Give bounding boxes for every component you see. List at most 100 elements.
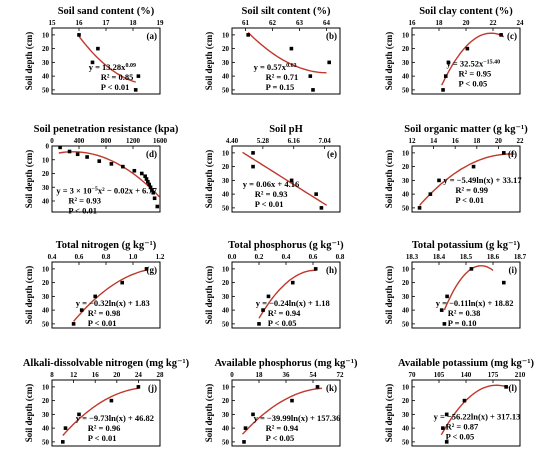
data-point [71, 322, 76, 326]
panel-title: Soil silt content (%) [242, 6, 331, 17]
data-point [90, 60, 95, 65]
panel-k: Available phosphorus (mg kg⁻¹) 0 18 36 54 72 1… [204, 358, 358, 447]
y-tick-label: 40 [222, 191, 230, 199]
p-value: P < 0.01 [68, 206, 97, 216]
p-value: P < 0.05 [459, 78, 488, 88]
x-tick-label: 4.40 [226, 137, 239, 145]
panel-title: Soil pH [269, 124, 303, 135]
data-point [61, 440, 65, 444]
data-point [462, 398, 467, 403]
data-point [257, 322, 261, 326]
p-value: P < 0.01 [88, 318, 117, 328]
x-tick-label: 0.2 [255, 253, 264, 261]
data-point [58, 145, 62, 150]
y-tick-label: 20 [222, 45, 230, 53]
fit-curve [441, 32, 505, 86]
r-squared: R² = 0.94 [266, 423, 299, 433]
y-tick-label: 20 [222, 279, 230, 287]
fit-curve [247, 32, 327, 74]
y-axis-label: Soil depth (cm) [384, 150, 394, 209]
fit-equation: y = −5.49ln(x) + 33.17 [443, 175, 522, 185]
y-tick-label: 30 [402, 293, 410, 301]
data-point [311, 88, 315, 92]
y-tick-label: 10 [222, 383, 230, 391]
data-point [120, 280, 124, 285]
y-tick-label: 50 [222, 438, 230, 446]
data-point [136, 385, 141, 389]
p-value: P < 0.05 [446, 432, 475, 442]
y-tick-label: 10 [222, 149, 230, 157]
x-tick-label: 70 [409, 371, 417, 379]
y-tick-label: 10 [402, 265, 410, 273]
data-point [246, 33, 250, 37]
x-tick-label: 6.16 [288, 137, 301, 145]
data-point [289, 178, 294, 183]
x-tick-label: 0.4 [48, 253, 57, 261]
x-tick-label: 0.4 [282, 253, 291, 261]
x-tick-label: 20 [113, 371, 121, 379]
y-tick-label: 20 [402, 163, 410, 171]
fit-curve [78, 35, 136, 83]
y-tick-label: 40 [402, 73, 410, 81]
fit-equation: y = −9.73ln(x) + 46.82 [76, 413, 154, 423]
y-tick-label: 50 [402, 320, 410, 328]
plot-frame [411, 145, 521, 213]
panel-title: Alkali-dissolvable nitrogen (mg kg⁻¹) [23, 358, 190, 369]
y-tick-label: 30 [42, 59, 50, 67]
y-tick-label: 40 [42, 307, 50, 315]
data-point [77, 33, 81, 37]
y-tick-label: 40 [222, 425, 230, 433]
x-tick-label: 22 [490, 19, 498, 27]
data-point [319, 206, 324, 210]
data-point [109, 398, 114, 403]
panel-label: (c) [507, 31, 517, 41]
r-squared: R² = 0.98 [88, 308, 121, 318]
x-tick-label: 8 [50, 371, 54, 379]
data-point [471, 164, 476, 169]
fit-equation: y = −39.99ln(x) + 157.36 [254, 413, 341, 423]
y-tick-label: 20 [402, 279, 410, 287]
data-point [109, 162, 114, 166]
fit-curve [62, 387, 139, 436]
y-axis-label: Soil depth (cm) [24, 266, 34, 325]
y-tick-label: 30 [402, 177, 410, 185]
plot-frame [51, 27, 161, 95]
x-tick-label: 16 [409, 19, 417, 27]
panel-title: Total potassium (g kg⁻¹) [412, 240, 521, 251]
r-squared: R² = 0.99 [455, 185, 488, 195]
data-point [151, 190, 156, 195]
y-tick-label: 20 [402, 397, 410, 405]
x-tick-label: 0.6 [309, 253, 318, 261]
x-tick-label: 17 [103, 19, 111, 27]
plot-frame [51, 145, 161, 213]
y-tick-label: 10 [222, 31, 230, 39]
data-point [314, 192, 318, 196]
data-point [502, 280, 506, 285]
y-tick-label: 40 [222, 73, 230, 81]
p-value: P < 0.01 [455, 195, 484, 205]
panel-j: Alkali-dissolvable nitrogen (mg kg⁻¹) 8 12… [23, 358, 190, 447]
data-point [242, 440, 246, 444]
x-tick-label: 18.6 [487, 253, 500, 261]
data-point [437, 178, 441, 183]
data-point [417, 206, 422, 210]
fit-equation: y = −56.22ln(x) + 317.13 [434, 412, 521, 422]
x-tick-label: 22 [517, 137, 525, 145]
x-tick-label: 16 [92, 371, 100, 379]
x-tick-label: 18 [436, 19, 444, 27]
x-tick-label: 28 [157, 371, 165, 379]
x-tick-label: 20 [463, 19, 471, 27]
data-point [63, 426, 68, 430]
data-point [251, 412, 255, 417]
y-tick-label: 30 [42, 184, 50, 192]
y-tick-label: 50 [42, 438, 50, 446]
y-tick-label: 50 [402, 204, 410, 212]
panel-label: (j) [148, 383, 157, 393]
panel-title: Available potassium (mg kg⁻¹) [398, 358, 534, 369]
x-tick-label: 12 [409, 137, 417, 145]
y-tick-label: 0 [46, 143, 50, 151]
y-tick-label: 30 [402, 411, 410, 419]
x-tick-label: 105 [434, 371, 445, 379]
panel-title: Soil clay content (%) [419, 6, 513, 17]
